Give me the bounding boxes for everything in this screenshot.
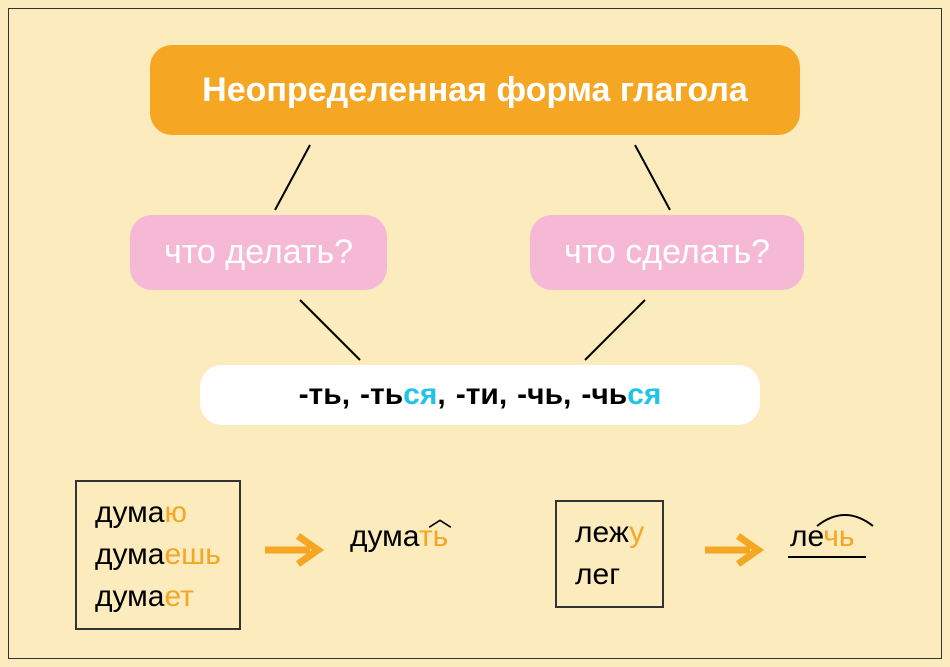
arrow-left-icon [260, 530, 330, 570]
ending-item: -ть, [299, 378, 350, 412]
word-line: лежу [575, 516, 644, 550]
canvas: Неопределенная форма глагола что делать?… [0, 0, 950, 667]
word-box-left: думаю думаешь думает [75, 480, 241, 630]
question-right-text: что сделать? [564, 233, 770, 272]
arc-mark-right [815, 508, 875, 528]
word-line: лег [575, 558, 644, 592]
question-left-text: что делать? [164, 233, 353, 272]
word-line: думаю [95, 496, 221, 530]
ending-item: -чь, [517, 378, 571, 412]
ending-item: -ться, [360, 378, 446, 412]
caret-mark-left: ︿ [428, 498, 452, 533]
question-left: что делать? [130, 215, 387, 290]
title-box: Неопределенная форма глагола [150, 45, 800, 135]
word-line: думает [95, 580, 221, 614]
title-text: Неопределенная форма глагола [202, 71, 748, 110]
underline-right [788, 556, 866, 558]
endings-box: -ть, -ться, -ти, -чь, -чься [200, 365, 760, 425]
question-right: что сделать? [530, 215, 804, 290]
ending-item: -чься [581, 378, 661, 412]
word-box-right: лежу лег [555, 500, 664, 608]
arrow-right-icon [700, 530, 770, 570]
word-line: думаешь [95, 538, 221, 572]
ending-item: -ти, [456, 378, 507, 412]
